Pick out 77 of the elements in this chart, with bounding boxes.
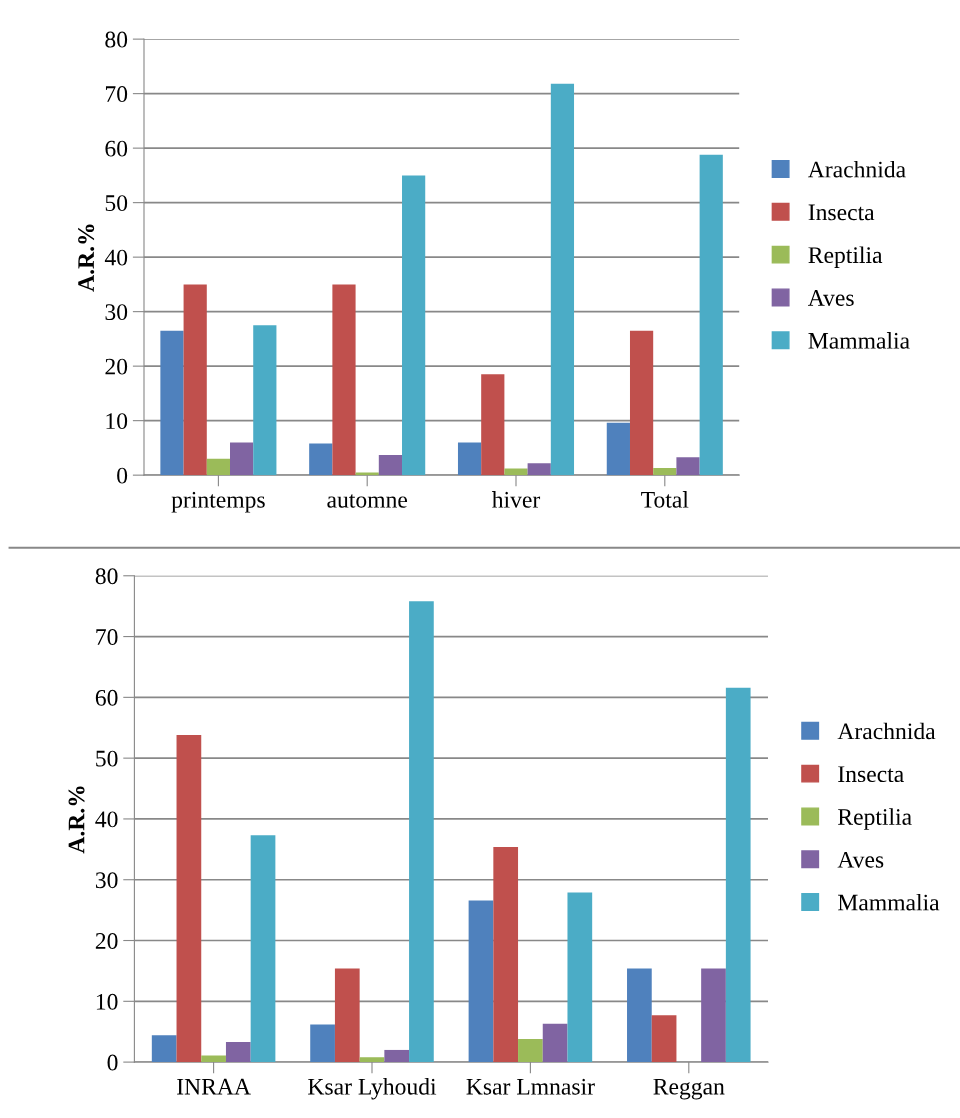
legend-label: Insecta	[808, 204, 875, 221]
legend-label: Arachnida	[808, 160, 906, 178]
y-tick-label: 40	[95, 811, 118, 828]
bar	[699, 154, 723, 476]
y-tick-label: 50	[105, 195, 128, 212]
y-tick-label: 10	[96, 993, 118, 1010]
bar	[567, 892, 593, 1063]
bar	[701, 968, 726, 1063]
bar	[253, 325, 277, 476]
y-tick-label: 0	[107, 1054, 118, 1071]
y-tick-label: 40	[104, 249, 128, 266]
bar	[518, 1039, 543, 1063]
bar	[250, 835, 276, 1063]
y-tick-label: 70	[105, 86, 128, 103]
bar	[527, 463, 551, 476]
bar	[309, 443, 333, 476]
legend-label: Mammalia	[838, 893, 940, 911]
bar	[334, 968, 360, 1063]
bar	[230, 442, 254, 476]
bar	[176, 735, 202, 1063]
bar	[468, 900, 494, 1063]
bar	[359, 1057, 385, 1063]
y-tick-label: 30	[105, 304, 128, 321]
y-tick-label: 30	[95, 872, 118, 889]
y-axis-title: A.R.%	[68, 786, 85, 854]
y-tick-label: 80	[95, 568, 118, 585]
bar	[160, 330, 184, 476]
bar	[310, 1024, 335, 1063]
y-tick-label: 70	[96, 629, 118, 645]
bar	[384, 1049, 410, 1063]
legend-label: Mammalia	[808, 332, 910, 349]
legend-label: Aves	[808, 290, 854, 306]
bar	[676, 457, 700, 476]
bar	[332, 284, 356, 476]
bar	[151, 1035, 177, 1063]
y-tick-label: 10	[106, 413, 128, 430]
x-tick-label: Ksar Lmnasir	[466, 1078, 595, 1095]
legend-label: Reptilia	[838, 808, 912, 830]
bar	[206, 458, 231, 476]
y-tick-label: 20	[95, 933, 118, 949]
bar	[651, 1015, 677, 1063]
x-tick-label: hiver	[491, 491, 541, 508]
bar	[225, 1042, 251, 1063]
x-tick-label: Reggan	[653, 1078, 725, 1100]
x-tick-label: Ksar Lyhoudi	[308, 1078, 437, 1100]
y-tick-label: 0	[117, 467, 128, 484]
bar	[550, 83, 575, 476]
x-tick-label: printemps	[171, 491, 265, 513]
y-tick-label: 50	[96, 750, 118, 767]
x-tick-label: automne	[327, 494, 408, 508]
bar	[542, 1023, 568, 1063]
bar	[402, 175, 426, 476]
legend-label: Reptilia	[808, 246, 883, 268]
bar	[725, 687, 751, 1063]
y-tick-label: 60	[95, 689, 118, 706]
bar	[378, 454, 403, 476]
bar	[201, 1055, 226, 1063]
bar	[481, 374, 505, 476]
x-tick-label: INRAA	[177, 1078, 251, 1095]
y-tick-label: 60	[105, 140, 128, 157]
bar	[504, 468, 528, 476]
legend-label: Aves	[837, 851, 884, 868]
bar	[183, 284, 207, 476]
y-tick-label: 80	[105, 31, 128, 48]
bar	[355, 472, 379, 476]
y-axis-title: A.R.%	[78, 224, 95, 292]
bar	[457, 442, 482, 476]
bar	[629, 330, 654, 476]
y-tick-label: 20	[105, 358, 128, 375]
bar	[493, 846, 519, 1063]
bar	[606, 422, 630, 476]
legend-label: Arachnida	[837, 722, 936, 740]
legend-label: Insecta	[838, 766, 904, 783]
bar	[653, 468, 677, 476]
bar	[627, 968, 652, 1063]
bar	[409, 601, 434, 1063]
x-tick-label: Total	[641, 491, 689, 508]
